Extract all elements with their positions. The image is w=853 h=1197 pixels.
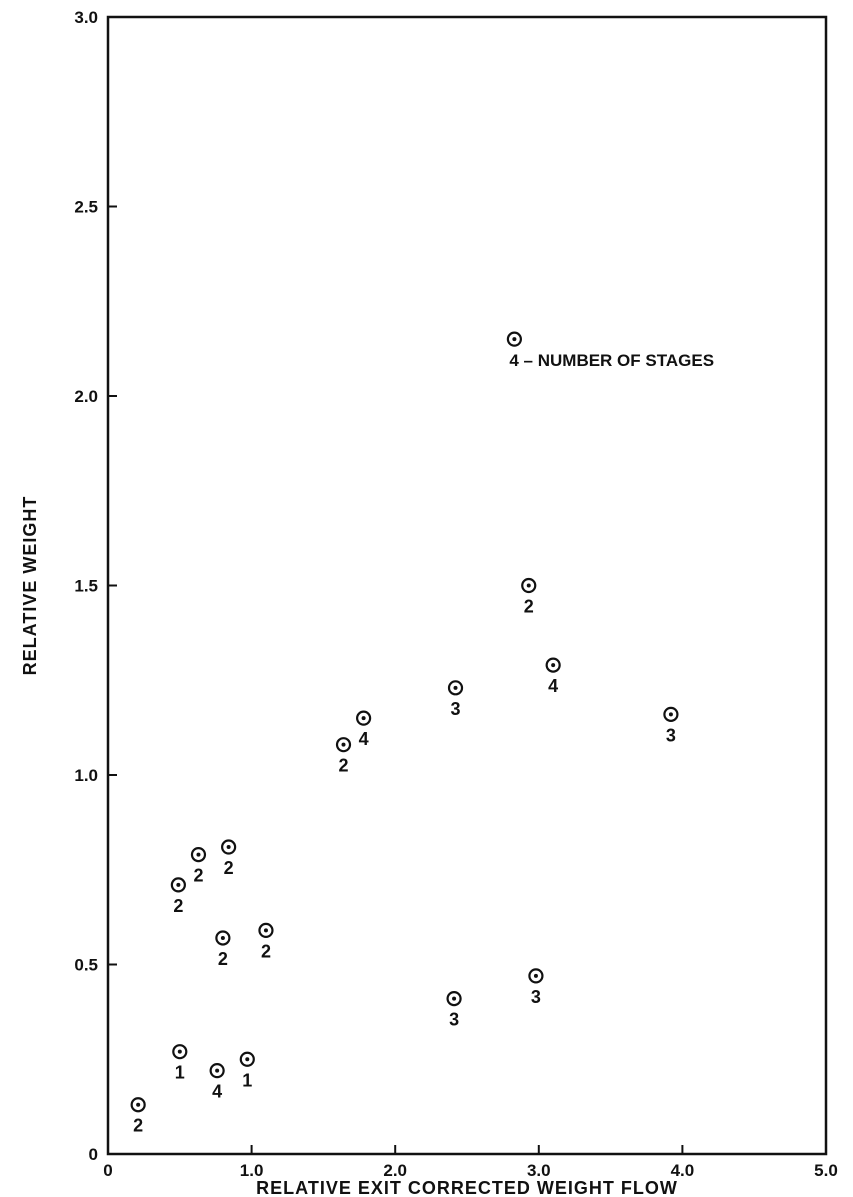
point-marker-dot xyxy=(226,845,231,850)
point-marker-dot xyxy=(533,973,538,978)
x-tick-label: 4.0 xyxy=(671,1161,695,1180)
y-tick-label: 2.0 xyxy=(74,387,98,406)
data-point xyxy=(190,846,207,863)
data-point xyxy=(258,922,274,938)
point-marker-dot xyxy=(177,1049,182,1054)
x-axis-ticks: 0 1.0 2.0 3.0 4.0 5.0 xyxy=(103,1145,838,1180)
point-marker-dot xyxy=(452,996,457,1001)
point-marker-dot xyxy=(361,716,366,721)
y-tick-label: 0 xyxy=(89,1145,98,1164)
data-point xyxy=(447,680,464,696)
point-marker-dot xyxy=(341,742,346,747)
point-stage-label: 4 xyxy=(212,1082,222,1102)
point-stage-label: 2 xyxy=(218,949,228,969)
point-marker-dot xyxy=(245,1057,250,1062)
data-point xyxy=(172,1044,188,1060)
point-stage-label: 2 xyxy=(193,866,203,886)
x-tick-label: 0 xyxy=(103,1161,112,1180)
data-point xyxy=(446,991,462,1007)
x-axis-title: RELATIVE EXIT CORRECTED WEIGHT FLOW xyxy=(256,1178,678,1197)
data-point xyxy=(215,930,231,946)
x-tick-label: 1.0 xyxy=(240,1161,264,1180)
data-point xyxy=(545,657,561,673)
legend: 4 – NUMBER OF STAGES xyxy=(506,331,714,370)
data-point xyxy=(335,737,352,753)
point-stage-label: 3 xyxy=(451,699,461,719)
x-tick-label: 5.0 xyxy=(814,1161,838,1180)
data-point xyxy=(521,577,537,594)
point-marker-dot xyxy=(453,685,458,690)
y-tick-label: 1.5 xyxy=(74,577,98,596)
point-stage-label: 2 xyxy=(261,941,271,961)
x-tick-label: 2.0 xyxy=(383,1161,407,1180)
legend-marker xyxy=(506,331,522,347)
y-axis-ticks: 0 0.5 1.0 1.5 2.0 2.5 3.0 xyxy=(74,8,117,1164)
point-marker-dot xyxy=(551,663,556,668)
point-marker-dot xyxy=(668,712,673,717)
data-point xyxy=(170,877,186,893)
x-tick-label: 3.0 xyxy=(527,1161,551,1180)
data-point xyxy=(239,1051,255,1067)
point-stage-label: 2 xyxy=(173,896,183,916)
point-stage-label: 2 xyxy=(338,756,348,776)
point-marker-dot xyxy=(263,928,268,933)
point-marker-dot xyxy=(220,935,225,940)
data-point xyxy=(528,968,544,984)
point-marker-dot xyxy=(215,1068,220,1073)
y-tick-label: 1.0 xyxy=(74,766,98,785)
plot-area xyxy=(106,15,828,1156)
point-marker-dot xyxy=(196,852,201,857)
data-point xyxy=(356,710,372,726)
y-tick-label: 2.5 xyxy=(74,198,98,217)
point-stage-label: 3 xyxy=(666,725,676,745)
point-marker-dot xyxy=(526,583,531,588)
y-tick-label: 0.5 xyxy=(74,956,98,975)
point-marker-dot xyxy=(512,337,517,342)
data-point xyxy=(209,1063,225,1079)
y-tick-label: 3.0 xyxy=(74,8,98,27)
point-marker-dot xyxy=(136,1102,141,1107)
point-stage-label: 4 xyxy=(548,676,558,696)
y-axis-title: RELATIVE WEIGHT xyxy=(20,496,40,676)
data-point xyxy=(130,1097,146,1113)
legend-text: 4 – NUMBER OF STAGES xyxy=(509,351,714,370)
point-stage-label: 2 xyxy=(224,858,234,878)
point-stage-label: 2 xyxy=(524,597,534,617)
point-marker-dot xyxy=(176,882,181,887)
point-stage-label: 4 xyxy=(359,729,369,749)
plot-frame xyxy=(106,15,828,1156)
point-stage-label: 3 xyxy=(531,987,541,1007)
data-point xyxy=(663,706,679,722)
data-point xyxy=(221,839,237,855)
point-stage-label: 1 xyxy=(175,1063,185,1083)
point-stage-label: 2 xyxy=(133,1116,143,1136)
point-stage-label: 1 xyxy=(242,1070,252,1090)
point-stage-label: 3 xyxy=(449,1010,459,1030)
